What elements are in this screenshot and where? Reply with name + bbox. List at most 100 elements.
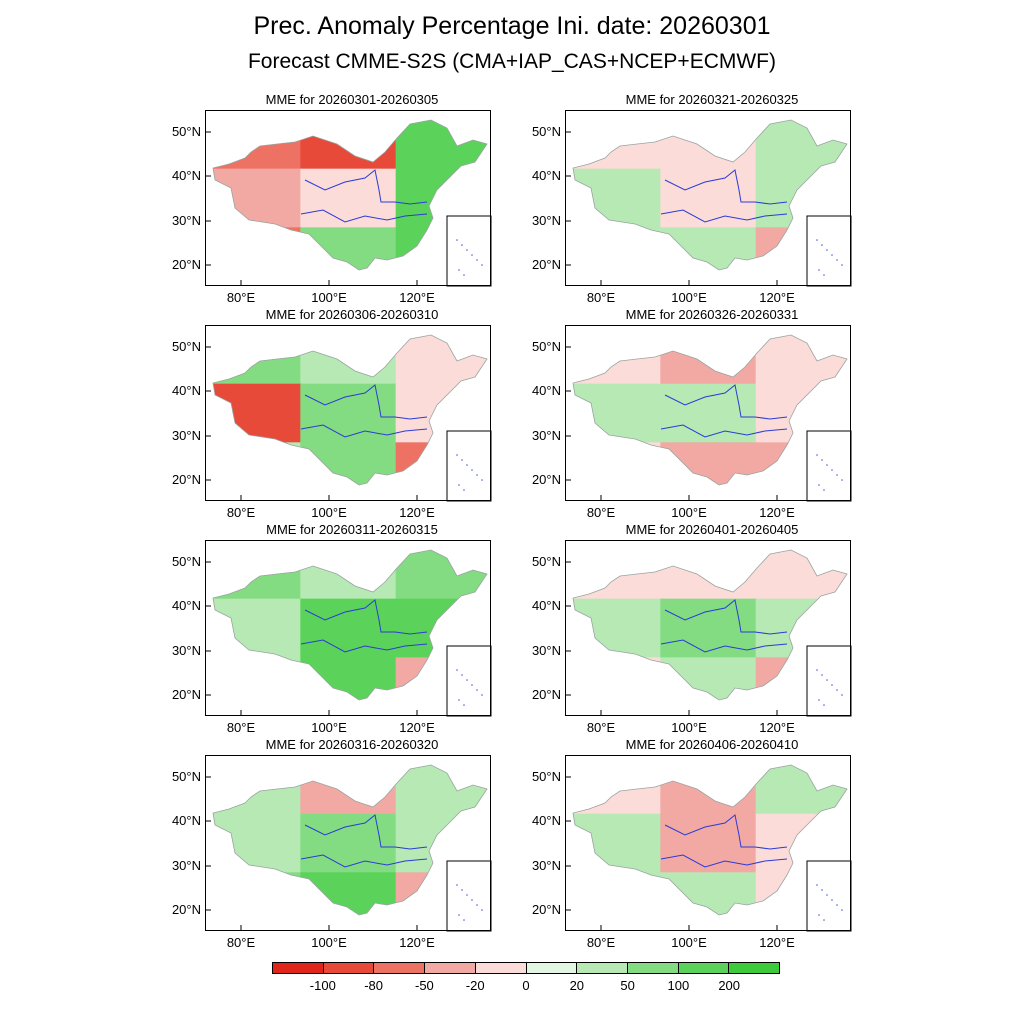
panel-title: MME for 20260321-20260325 bbox=[625, 92, 799, 107]
island-marker bbox=[831, 899, 833, 901]
yellow-river-line bbox=[304, 169, 428, 205]
latitude-label: 30°N bbox=[531, 428, 561, 443]
map-frame bbox=[565, 540, 851, 716]
map-frame bbox=[205, 755, 491, 931]
yellow-river-line bbox=[304, 384, 428, 420]
colorbar-segment bbox=[374, 963, 426, 973]
island-marker bbox=[821, 674, 823, 676]
latitude-label: 30°N bbox=[531, 858, 561, 873]
map-frame bbox=[565, 325, 851, 501]
colorbar-label: 50 bbox=[620, 978, 635, 993]
island-marker bbox=[466, 464, 468, 466]
island-marker bbox=[823, 704, 825, 706]
island-marker bbox=[458, 269, 460, 271]
latitude-label: 50°N bbox=[531, 124, 561, 139]
country-border bbox=[212, 764, 488, 916]
island-marker bbox=[456, 669, 458, 671]
colorbar-label: -20 bbox=[465, 978, 485, 993]
country-border bbox=[572, 764, 848, 916]
island-marker bbox=[823, 919, 825, 921]
colorbar-label: -80 bbox=[364, 978, 383, 993]
latitude-label: 40°N bbox=[171, 383, 201, 398]
longitude-label: 100°E bbox=[671, 935, 707, 950]
country-border bbox=[212, 119, 488, 271]
island-marker bbox=[841, 264, 843, 266]
island-marker bbox=[821, 459, 823, 461]
island-marker bbox=[841, 909, 843, 911]
yangtze-river-line bbox=[660, 639, 788, 653]
island-marker bbox=[458, 914, 460, 916]
precip-anomaly-map bbox=[205, 755, 492, 932]
yellow-river-line bbox=[664, 814, 788, 850]
island-marker bbox=[461, 674, 463, 676]
island-marker bbox=[836, 259, 838, 261]
island-marker bbox=[471, 899, 473, 901]
precip-anomaly-map bbox=[205, 110, 492, 287]
latitude-label: 50°N bbox=[171, 339, 201, 354]
latitude-label: 40°N bbox=[171, 813, 201, 828]
colorbar-label: 100 bbox=[667, 978, 690, 993]
island-marker bbox=[461, 459, 463, 461]
precip-anomaly-map bbox=[205, 540, 492, 717]
colorbar-segment bbox=[678, 963, 730, 973]
island-marker bbox=[821, 889, 823, 891]
longitude-label: 120°E bbox=[759, 935, 795, 950]
island-marker bbox=[466, 249, 468, 251]
south-china-sea-inset bbox=[446, 430, 492, 502]
yangtze-river-line bbox=[660, 424, 788, 438]
yangtze-river-line bbox=[300, 639, 428, 653]
island-marker bbox=[826, 249, 828, 251]
panel-title: MME for 20260306-20260310 bbox=[265, 307, 439, 322]
island-marker bbox=[836, 474, 838, 476]
panel-title: MME for 20260311-20260315 bbox=[266, 522, 438, 537]
figure-title: Prec. Anomaly Percentage Ini. date: 2026… bbox=[253, 12, 771, 40]
longitude-label: 120°E bbox=[399, 935, 435, 950]
island-marker bbox=[476, 474, 478, 476]
longitude-label: 100°E bbox=[311, 935, 347, 950]
latitude-label: 50°N bbox=[171, 769, 201, 784]
latitude-label: 30°N bbox=[171, 643, 201, 658]
colorbar bbox=[272, 962, 780, 974]
latitude-label: 30°N bbox=[531, 643, 561, 658]
precip-anomaly-map bbox=[565, 540, 852, 717]
south-china-sea-inset bbox=[806, 215, 852, 287]
longitude-label: 80°E bbox=[586, 935, 616, 950]
island-marker bbox=[481, 479, 483, 481]
colorbar-segment bbox=[627, 963, 679, 973]
longitude-label: 120°E bbox=[399, 505, 435, 520]
island-marker bbox=[831, 469, 833, 471]
map-frame bbox=[565, 755, 851, 931]
island-marker bbox=[818, 699, 820, 701]
longitude-label: 80°E bbox=[586, 505, 616, 520]
colorbar-segment bbox=[577, 963, 628, 973]
south-china-sea-inset bbox=[446, 215, 492, 287]
panel-title: MME for 20260406-20260410 bbox=[625, 737, 799, 752]
island-marker bbox=[471, 254, 473, 256]
map-frame bbox=[205, 110, 491, 286]
figure-subtitle: Forecast CMME-S2S (CMA+IAP_CAS+NCEP+ECMW… bbox=[247, 50, 776, 73]
country-border bbox=[212, 549, 488, 701]
island-marker bbox=[471, 469, 473, 471]
longitude-label: 100°E bbox=[671, 290, 707, 305]
longitude-label: 100°E bbox=[311, 505, 347, 520]
longitude-label: 120°E bbox=[759, 505, 795, 520]
island-marker bbox=[466, 679, 468, 681]
latitude-label: 30°N bbox=[171, 428, 201, 443]
island-marker bbox=[831, 254, 833, 256]
latitude-label: 40°N bbox=[531, 383, 561, 398]
country-border bbox=[572, 119, 848, 271]
island-marker bbox=[831, 684, 833, 686]
longitude-label: 80°E bbox=[226, 290, 256, 305]
south-china-sea-inset bbox=[806, 645, 852, 717]
island-marker bbox=[481, 694, 483, 696]
island-marker bbox=[458, 699, 460, 701]
colorbar-segment bbox=[729, 963, 780, 973]
colorbar-segment bbox=[323, 963, 375, 973]
latitude-label: 30°N bbox=[171, 858, 201, 873]
island-marker bbox=[458, 484, 460, 486]
latitude-label: 20°N bbox=[171, 687, 201, 702]
latitude-label: 50°N bbox=[531, 339, 561, 354]
island-marker bbox=[823, 489, 825, 491]
island-marker bbox=[826, 894, 828, 896]
longitude-label: 80°E bbox=[226, 935, 256, 950]
